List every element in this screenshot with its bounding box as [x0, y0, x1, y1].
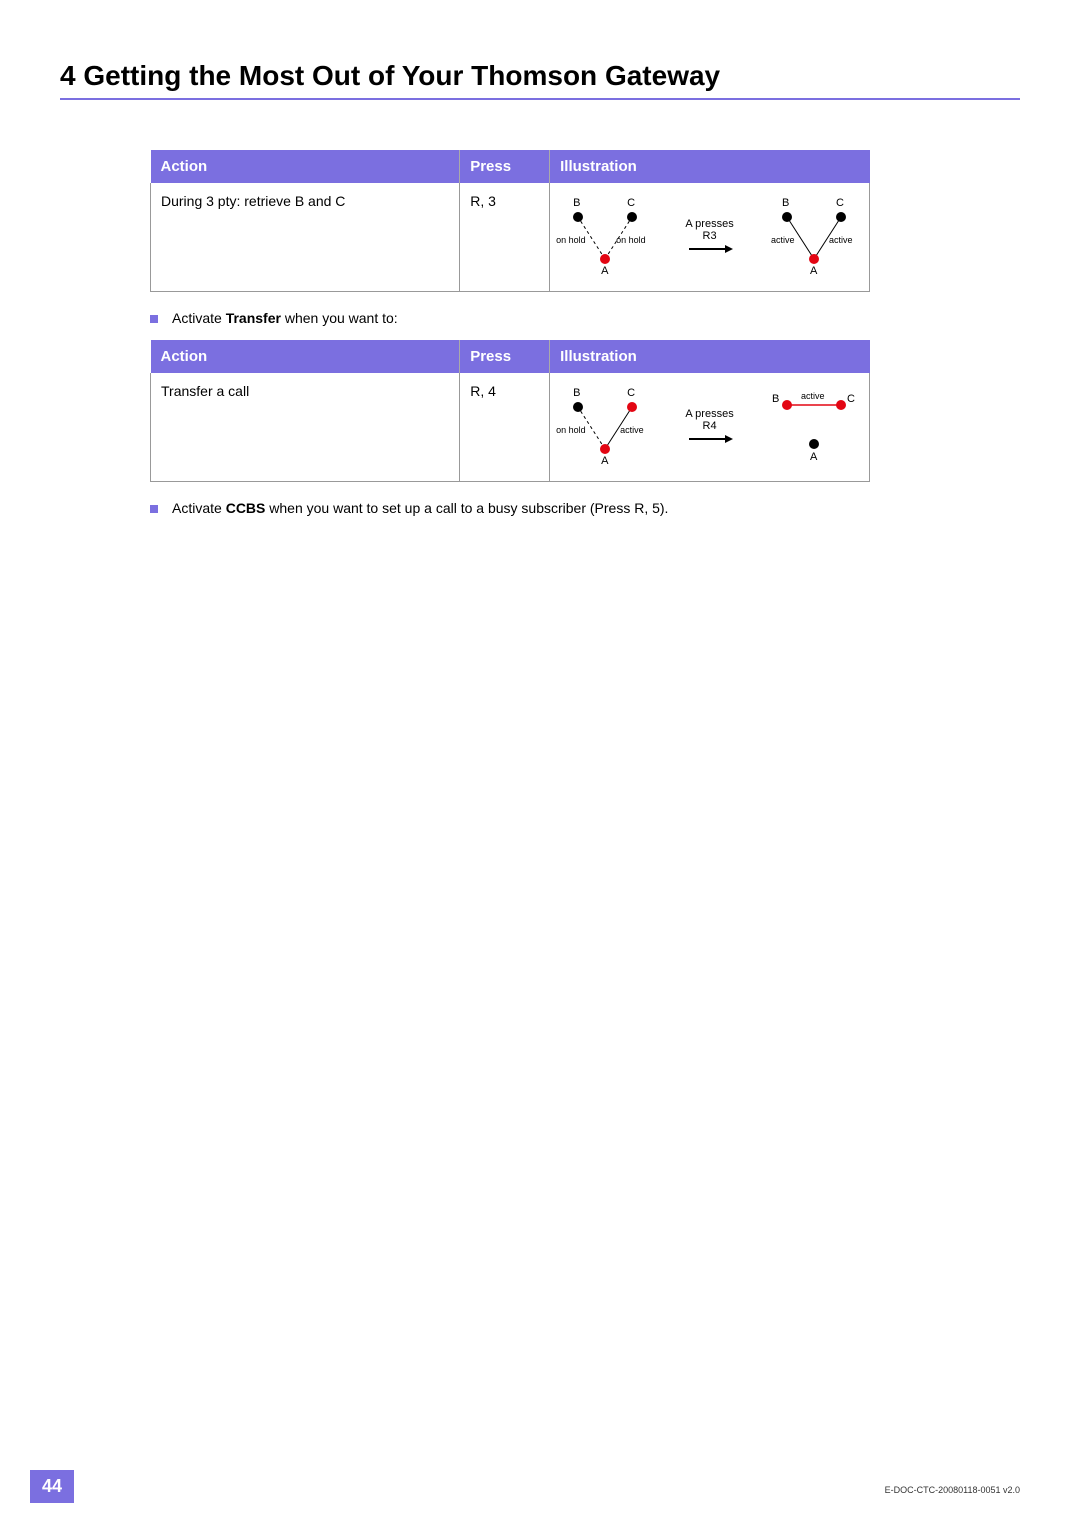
node-c: [836, 212, 846, 222]
diagram-after: B C active A: [769, 387, 859, 467]
page-number: 44: [30, 1470, 74, 1503]
arrow-icon: [687, 242, 733, 256]
edge-label-b: on hold: [556, 235, 586, 245]
cell-press: R, 3: [460, 183, 550, 292]
label-b: B: [772, 393, 779, 405]
label-b: B: [573, 387, 580, 399]
action-key: R4: [703, 420, 717, 432]
illustration-wrap: B C A on hold active A presses R4: [560, 383, 859, 471]
bullet-transfer: Activate Transfer when you want to:: [150, 310, 1020, 326]
diagram-action: A presses R4: [675, 408, 745, 446]
bullet-text: Activate Transfer when you want to:: [172, 310, 398, 326]
bullet-icon: [150, 505, 158, 513]
node-a: [809, 254, 819, 264]
th-action: Action: [151, 150, 460, 183]
bullet-bold: CCBS: [226, 500, 266, 516]
label-a: A: [810, 265, 817, 277]
th-illustration: Illustration: [550, 150, 870, 183]
action-text: A presses: [685, 218, 733, 230]
label-c: C: [627, 387, 635, 399]
diagram-before: B C A on hold on hold: [560, 197, 650, 277]
th-press: Press: [460, 150, 550, 183]
table-transfer: Action Press Illustration Transfer a cal…: [150, 340, 870, 482]
cell-press: R, 4: [460, 373, 550, 482]
label-c: C: [627, 197, 635, 209]
node-b: [782, 400, 792, 410]
edge-label-c: on hold: [616, 235, 646, 245]
cell-action: During 3 pty: retrieve B and C: [151, 183, 460, 292]
edge-label-c: active: [829, 235, 853, 245]
diagram-action: A presses R3: [675, 218, 745, 256]
label-a: A: [601, 455, 608, 467]
cell-illustration: B C A on hold on hold A presses R3: [550, 183, 870, 292]
bullet-suffix: when you want to set up a call to a busy…: [265, 500, 668, 516]
edge-label-bc: active: [801, 391, 825, 401]
th-action: Action: [151, 340, 460, 373]
label-a: A: [601, 265, 608, 277]
content-block: Action Press Illustration During 3 pty: …: [150, 150, 1020, 516]
page: 4 Getting the Most Out of Your Thomson G…: [0, 0, 1080, 1527]
node-b: [782, 212, 792, 222]
label-a: A: [810, 451, 817, 463]
bullet-prefix: Activate: [172, 310, 226, 326]
diagram-after: B C A active active: [769, 197, 859, 277]
title-rule: [60, 98, 1020, 100]
label-c: C: [847, 393, 855, 405]
edge-label-c: active: [620, 425, 644, 435]
label-b: B: [782, 197, 789, 209]
arrow-icon: [687, 432, 733, 446]
node-a: [809, 439, 819, 449]
bullet-icon: [150, 315, 158, 323]
doc-id: E-DOC-CTC-20080118-0051 v2.0: [885, 1485, 1020, 1495]
node-c: [836, 400, 846, 410]
table-row: During 3 pty: retrieve B and C R, 3 B: [151, 183, 870, 292]
table-row: Transfer a call R, 4 B: [151, 373, 870, 482]
chapter-number: 4: [60, 60, 76, 91]
bullet-text: Activate CCBS when you want to set up a …: [172, 500, 668, 516]
bullet-suffix: when you want to:: [281, 310, 398, 326]
cell-action: Transfer a call: [151, 373, 460, 482]
th-press: Press: [460, 340, 550, 373]
cell-illustration: B C A on hold active A presses R4: [550, 373, 870, 482]
chapter-title-text: Getting the Most Out of Your Thomson Gat…: [83, 60, 720, 91]
diagram-before: B C A on hold active: [560, 387, 650, 467]
edge-label-b: active: [771, 235, 795, 245]
label-c: C: [836, 197, 844, 209]
edge-label-b: on hold: [556, 425, 586, 435]
action-text: A presses: [685, 408, 733, 420]
action-key: R3: [703, 230, 717, 242]
illustration-wrap: B C A on hold on hold A presses R3: [560, 193, 859, 281]
th-illustration: Illustration: [550, 340, 870, 373]
label-b: B: [573, 197, 580, 209]
table-retrieve: Action Press Illustration During 3 pty: …: [150, 150, 870, 292]
chapter-title: 4 Getting the Most Out of Your Thomson G…: [60, 60, 1020, 92]
bullet-prefix: Activate: [172, 500, 226, 516]
bullet-bold: Transfer: [226, 310, 281, 326]
bullet-ccbs: Activate CCBS when you want to set up a …: [150, 500, 1020, 516]
